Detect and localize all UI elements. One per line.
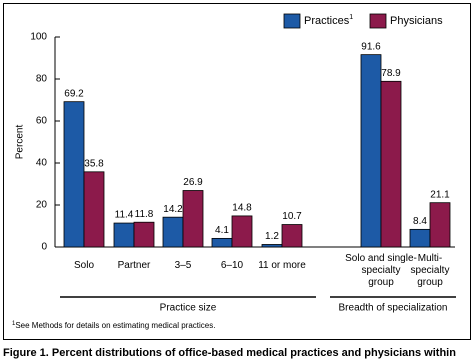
bar: [63, 101, 85, 248]
value-label: 4.1: [215, 225, 229, 236]
bar: [182, 190, 204, 248]
bar: [360, 54, 382, 248]
value-label: 14.8: [232, 203, 252, 214]
x-tick-line: Partner: [118, 260, 151, 271]
x-tick-line: Solo and single-: [345, 253, 417, 264]
bar: [211, 237, 233, 248]
value-label: 35.8: [84, 158, 104, 169]
group-label: Practice size: [160, 303, 217, 314]
frame: [3, 3, 471, 340]
caption: Figure 1. Percent distributions of offic…: [3, 347, 456, 359]
value-label: 14.2: [163, 204, 183, 215]
legend-superscript: 1: [349, 14, 353, 21]
y-tick-label: 40: [36, 158, 48, 169]
footnote-marker: 1: [12, 321, 16, 327]
value-label: 10.7: [282, 211, 302, 222]
bar: [380, 80, 402, 248]
bar: [113, 222, 135, 248]
y-axis-label: Percent: [15, 125, 26, 160]
legend-label: Practices1: [304, 14, 353, 27]
x-tick-label: 6–10: [221, 260, 244, 271]
bar: [429, 202, 451, 248]
x-tick-label: 11 or more: [258, 260, 306, 271]
bar: [409, 228, 431, 248]
legend-label: Physicians: [390, 15, 443, 27]
legend-name: Physicians: [390, 15, 443, 27]
value-label: 78.9: [381, 68, 401, 79]
x-tick-label: Solo and single-specialty group: [345, 253, 417, 288]
footnote-text: See Methods for details on estimating me…: [15, 321, 215, 330]
group-label: Breadth of specialization: [339, 303, 448, 314]
x-tick-line: Solo: [74, 260, 94, 271]
value-label: 69.2: [64, 88, 84, 99]
value-label: 11.4: [115, 210, 134, 221]
x-tick-line: Multi-: [418, 253, 442, 264]
y-tick-label: 20: [36, 200, 48, 211]
footnote: 1See Methods for details on estimating m…: [12, 321, 215, 331]
x-tick-line: 6–10: [221, 260, 244, 271]
x-tick-line: 11 or more: [258, 260, 306, 271]
x-tick-line: specialty: [362, 265, 401, 276]
value-label: 11.8: [135, 209, 154, 220]
x-tick-line: specialty: [411, 265, 450, 276]
x-tick-line: group: [368, 277, 394, 288]
value-label: 91.6: [361, 41, 381, 52]
y-tick-label: 80: [36, 74, 48, 85]
y-tick-label: 60: [36, 116, 48, 127]
x-tick-label: Solo: [74, 260, 94, 271]
value-label: 8.4: [413, 216, 427, 227]
x-tick-line: 3–5: [175, 260, 192, 271]
value-label: 1.2: [265, 231, 279, 242]
bar: [281, 224, 303, 248]
x-tick-label: 3–5: [175, 260, 192, 271]
legend-swatch: [369, 13, 387, 29]
bar: [261, 244, 283, 248]
bar: [133, 221, 155, 248]
legend-swatch: [283, 13, 301, 29]
legend-name: Practices: [304, 15, 350, 27]
x-tick-label: Partner: [118, 260, 151, 271]
y-tick-label: 100: [30, 32, 47, 43]
bar: [231, 215, 253, 248]
x-tick-line: group: [417, 277, 443, 288]
value-label: 26.9: [183, 177, 203, 188]
x-tick-label: Multi-specialty group: [411, 253, 450, 288]
bar: [162, 216, 184, 248]
value-label: 21.1: [430, 189, 450, 200]
y-tick-label: 0: [41, 242, 47, 253]
bar: [83, 171, 105, 248]
